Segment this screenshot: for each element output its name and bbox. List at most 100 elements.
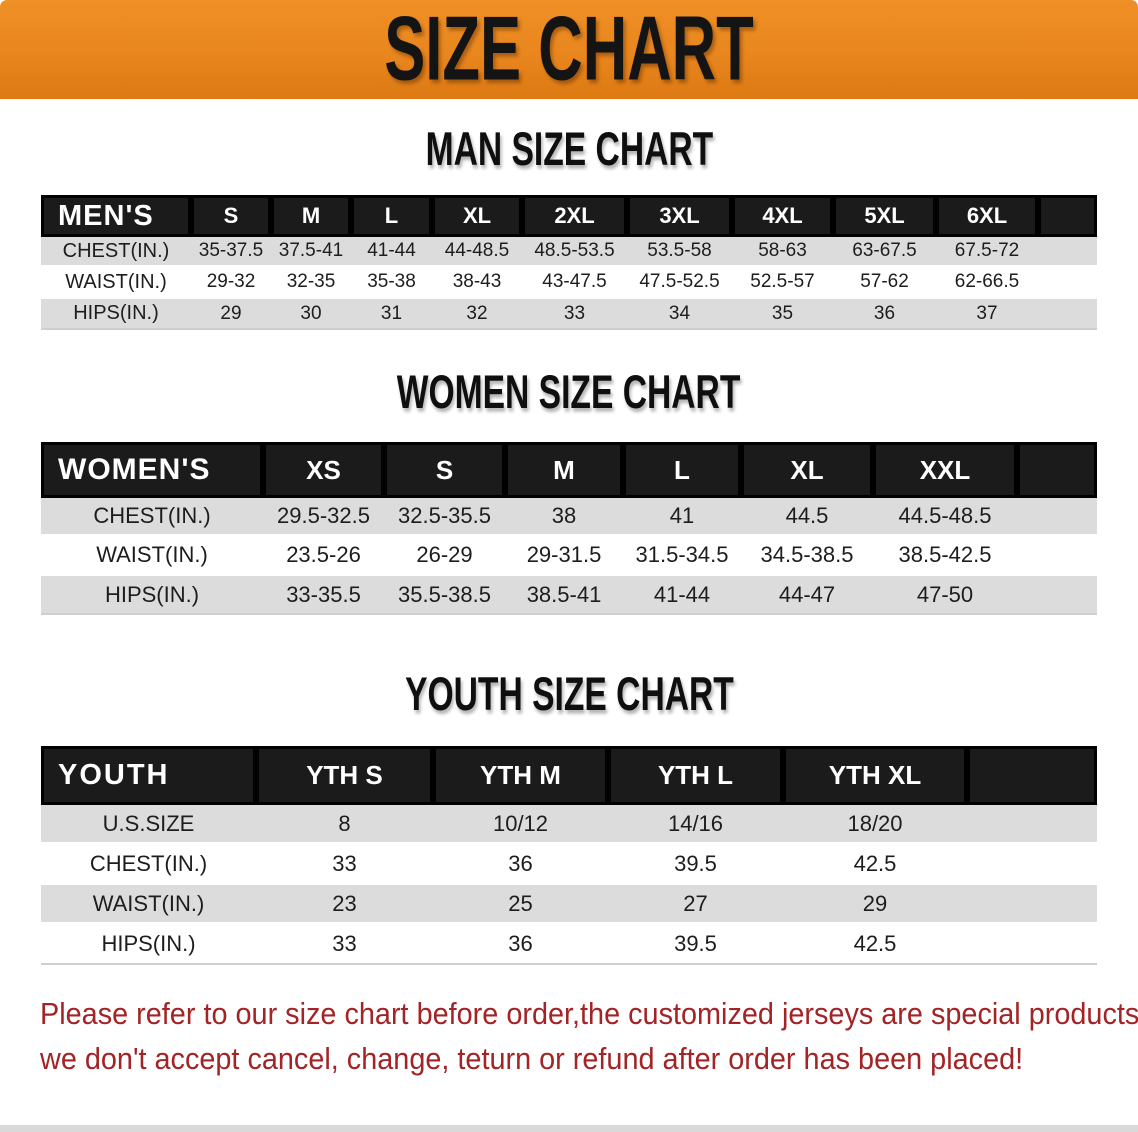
table-header-row: YOUTH YTH S YTH M YTH L YTH XL — [41, 746, 1097, 805]
table-row: WAIST(IN.) 23 25 27 29 — [41, 885, 1097, 925]
size-cell: 44-48.5 — [432, 237, 522, 268]
row-label: WAIST(IN.) — [41, 885, 256, 925]
col-header: L — [351, 195, 432, 237]
size-cell: 58-63 — [732, 237, 833, 268]
size-cell: 31.5-34.5 — [623, 537, 741, 576]
size-cell: 48.5-53.5 — [522, 237, 627, 268]
size-cell: 37.5-41 — [271, 237, 351, 268]
col-header: XL — [741, 442, 873, 498]
col-header: S — [384, 442, 505, 498]
size-cell: 35-38 — [351, 268, 432, 299]
table-row: HIPS(IN.) 33 36 39.5 42.5 — [41, 925, 1097, 965]
size-cell: 62-66.5 — [936, 268, 1038, 299]
col-header: YTH L — [608, 746, 783, 805]
size-cell: 38 — [505, 498, 623, 537]
size-cell: 23.5-26 — [263, 537, 384, 576]
header-label-cell: WOMEN'S — [41, 442, 263, 498]
size-cell: 42.5 — [783, 925, 967, 965]
women-section-title: WOMEN SIZE CHART — [397, 365, 741, 419]
size-cell: 25 — [433, 885, 608, 925]
spacer-cell — [1038, 268, 1097, 299]
size-cell: 29 — [783, 885, 967, 925]
size-cell: 67.5-72 — [936, 237, 1038, 268]
size-cell: 33 — [256, 925, 433, 965]
size-cell: 36 — [433, 925, 608, 965]
spacer-cell — [1038, 299, 1097, 330]
col-header: S — [191, 195, 271, 237]
table-header-row: MEN'S S M L XL 2XL 3XL 4XL 5XL 6XL — [41, 195, 1097, 237]
man-section-title: MAN SIZE CHART — [425, 122, 713, 176]
size-cell: 53.5-58 — [627, 237, 732, 268]
size-cell: 23 — [256, 885, 433, 925]
size-cell: 32-35 — [271, 268, 351, 299]
mens-size-table: MEN'S S M L XL 2XL 3XL 4XL 5XL 6XL CHEST… — [41, 195, 1097, 330]
size-cell: 36 — [833, 299, 936, 330]
size-cell: 38-43 — [432, 268, 522, 299]
womens-size-table: WOMEN'S XS S M L XL XXL CHEST(IN.) 29.5-… — [41, 442, 1097, 615]
col-header: YTH S — [256, 746, 433, 805]
size-cell: 42.5 — [783, 845, 967, 885]
col-header: 5XL — [833, 195, 936, 237]
spacer-cell — [967, 885, 1097, 925]
col-header: 2XL — [522, 195, 627, 237]
disclaimer-line: we don't accept cancel, change, teturn o… — [40, 1041, 1024, 1076]
size-chart-banner: SIZE CHART — [0, 0, 1138, 100]
col-header: 6XL — [936, 195, 1038, 237]
table-header-row: WOMEN'S XS S M L XL XXL — [41, 442, 1097, 498]
table-row: U.S.SIZE 8 10/12 14/16 18/20 — [41, 805, 1097, 845]
size-cell: 47-50 — [873, 576, 1017, 615]
size-cell: 41-44 — [351, 237, 432, 268]
size-cell: 34.5-38.5 — [741, 537, 873, 576]
size-cell: 39.5 — [608, 845, 783, 885]
row-label: CHEST(IN.) — [41, 237, 191, 268]
table-row: CHEST(IN.) 33 36 39.5 42.5 — [41, 845, 1097, 885]
section-man-size-chart: MAN SIZE CHART MEN'S S M L XL 2XL 3XL 4X… — [0, 122, 1138, 330]
col-header: 3XL — [627, 195, 732, 237]
row-label: U.S.SIZE — [41, 805, 256, 845]
header-label-cell: MEN'S — [41, 195, 191, 237]
size-cell: 44.5-48.5 — [873, 498, 1017, 537]
size-cell: 57-62 — [833, 268, 936, 299]
section-women-size-chart: WOMEN SIZE CHART WOMEN'S XS S M L XL XXL… — [0, 365, 1138, 615]
spacer-cell — [1017, 442, 1097, 498]
size-cell: 52.5-57 — [732, 268, 833, 299]
row-label: HIPS(IN.) — [41, 925, 256, 965]
size-cell: 14/16 — [608, 805, 783, 845]
row-label: WAIST(IN.) — [41, 537, 263, 576]
size-cell: 43-47.5 — [522, 268, 627, 299]
col-header: YTH M — [433, 746, 608, 805]
size-cell: 33 — [522, 299, 627, 330]
size-cell: 32.5-35.5 — [384, 498, 505, 537]
table-row: WAIST(IN.) 29-32 32-35 35-38 38-43 43-47… — [41, 268, 1097, 299]
disclaimer-line: Please refer to our size chart before or… — [40, 996, 1138, 1031]
row-label: HIPS(IN.) — [41, 299, 191, 330]
disclaimer: Please refer to our size chart before or… — [40, 991, 1138, 1081]
size-cell: 35.5-38.5 — [384, 576, 505, 615]
size-cell: 33 — [256, 845, 433, 885]
header-label-cell: YOUTH — [41, 746, 256, 805]
size-cell: 38.5-42.5 — [873, 537, 1017, 576]
spacer-cell — [967, 746, 1097, 805]
size-cell: 30 — [271, 299, 351, 330]
youth-size-table: YOUTH YTH S YTH M YTH L YTH XL U.S.SIZE … — [41, 746, 1097, 965]
col-header: YTH XL — [783, 746, 967, 805]
banner-title: SIZE CHART — [384, 0, 754, 100]
size-cell: 18/20 — [783, 805, 967, 845]
size-cell: 39.5 — [608, 925, 783, 965]
size-cell: 63-67.5 — [833, 237, 936, 268]
size-cell: 38.5-41 — [505, 576, 623, 615]
size-cell: 35 — [732, 299, 833, 330]
spacer-cell — [967, 805, 1097, 845]
size-cell: 44.5 — [741, 498, 873, 537]
col-header: XL — [432, 195, 522, 237]
col-header: M — [505, 442, 623, 498]
size-cell: 37 — [936, 299, 1038, 330]
size-cell: 31 — [351, 299, 432, 330]
table-row: CHEST(IN.) 29.5-32.5 32.5-35.5 38 41 44.… — [41, 498, 1097, 537]
size-cell: 35-37.5 — [191, 237, 271, 268]
row-label: CHEST(IN.) — [41, 845, 256, 885]
size-cell: 29-31.5 — [505, 537, 623, 576]
col-header: M — [271, 195, 351, 237]
size-cell: 41-44 — [623, 576, 741, 615]
